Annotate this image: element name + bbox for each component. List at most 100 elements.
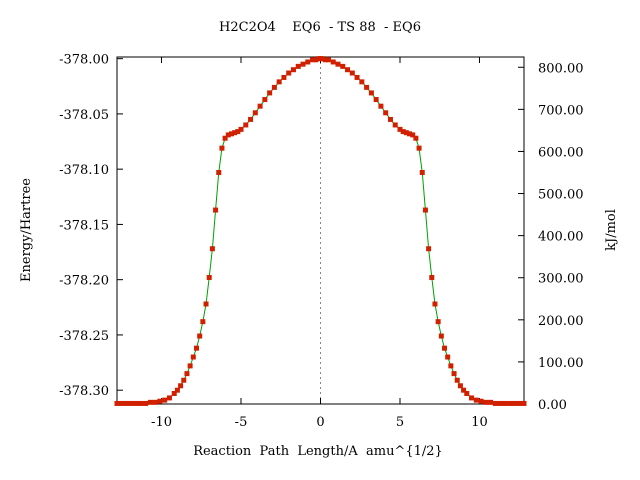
data-point <box>281 74 287 80</box>
data-point <box>271 84 277 90</box>
x-tick-label: -5 <box>235 415 248 430</box>
data-point <box>419 169 425 175</box>
data-point <box>403 130 409 136</box>
data-point <box>133 400 139 406</box>
data-point <box>410 132 416 138</box>
data-point <box>483 399 489 405</box>
data-point <box>373 97 379 103</box>
plot-frame <box>116 56 525 405</box>
data-point <box>152 399 158 405</box>
x-tick-label: 0 <box>316 415 324 430</box>
data-point <box>345 67 351 73</box>
y2-tick-label: 500.00 <box>538 188 584 203</box>
data-point <box>397 126 403 132</box>
y2-tick-label: 0.00 <box>538 398 567 413</box>
data-point <box>383 110 389 116</box>
data-point <box>225 132 231 138</box>
data-point <box>114 400 120 406</box>
data-point <box>378 103 384 109</box>
data-point <box>147 399 153 405</box>
data-point <box>197 333 203 339</box>
data-point <box>262 97 268 103</box>
data-point <box>209 246 215 252</box>
data-point <box>300 61 306 67</box>
y-axis-label: Energy/Hartree <box>19 178 34 282</box>
data-point <box>267 90 273 96</box>
data-point <box>407 131 413 137</box>
data-point <box>457 383 463 389</box>
data-point <box>511 400 517 406</box>
y-tick-label: -378.10 <box>59 163 109 178</box>
y2-tick-label: 800.00 <box>538 61 584 76</box>
data-point <box>162 397 168 403</box>
data-point <box>507 400 513 406</box>
data-point <box>451 371 457 377</box>
data-point <box>335 61 341 67</box>
data-point <box>325 57 331 63</box>
data-point <box>203 301 209 307</box>
data-point <box>387 116 393 122</box>
y2-tick-label: 600.00 <box>538 145 584 160</box>
data-point <box>228 131 234 137</box>
x-axis-label: Reaction Path Length/A amu^{1/2} <box>193 444 443 459</box>
data-point <box>305 59 311 65</box>
y-tick-label: -378.15 <box>59 218 109 233</box>
energy-curve-line <box>117 58 524 404</box>
data-point <box>359 79 365 85</box>
data-point <box>422 207 428 213</box>
x-tick-label: -10 <box>151 415 172 430</box>
data-point <box>478 398 484 404</box>
x-axis-ticks: -10 -5 0 5 10 <box>151 57 488 430</box>
data-point <box>392 122 398 128</box>
data-point <box>400 129 406 135</box>
y-tick-label: -378.05 <box>59 108 109 123</box>
y2-axis-ticks: 0.00 100.00 200.00 300.00 400.00 500.00 600.00… <box>518 61 584 413</box>
y2-tick-label: 400.00 <box>538 230 584 245</box>
data-point <box>138 400 144 406</box>
data-point <box>252 110 258 116</box>
data-point <box>354 74 360 80</box>
data-point <box>178 383 184 389</box>
data-point <box>290 67 296 73</box>
data-point <box>219 145 225 151</box>
x-tick-label: 10 <box>471 415 488 430</box>
y2-axis-label: kJ/mol <box>604 209 619 251</box>
data-point <box>190 354 196 360</box>
data-point <box>193 345 199 351</box>
y2-tick-label: 200.00 <box>538 314 584 329</box>
data-point <box>368 90 374 96</box>
data-point <box>276 79 282 85</box>
data-point <box>181 377 187 383</box>
data-point <box>492 400 498 406</box>
y-tick-label: -378.20 <box>59 274 109 289</box>
data-point <box>184 371 190 377</box>
y-tick-label: -378.30 <box>59 384 109 399</box>
data-point <box>187 363 193 369</box>
data-point <box>340 63 346 69</box>
data-point <box>143 400 149 406</box>
data-point <box>364 84 370 90</box>
data-point <box>238 126 244 132</box>
data-point <box>349 70 355 76</box>
data-point <box>464 391 470 396</box>
data-point <box>319 56 325 62</box>
y-axis-ticks: -378.30 -378.25 -378.20 -378.15 -378.10 -378.… <box>59 53 123 399</box>
x-tick-label: 5 <box>396 415 404 430</box>
data-point <box>286 70 292 76</box>
data-point <box>216 169 222 175</box>
data-point <box>248 116 254 122</box>
data-point <box>497 400 503 406</box>
data-point <box>200 319 206 325</box>
data-point <box>295 63 301 69</box>
data-point <box>469 395 475 401</box>
data-point <box>488 399 494 405</box>
data-point <box>416 145 422 151</box>
data-point <box>516 400 522 406</box>
y-tick-label: -378.00 <box>59 53 109 68</box>
data-point <box>119 400 125 406</box>
data-point <box>128 400 134 406</box>
data-point <box>232 130 238 136</box>
data-point <box>222 135 228 141</box>
y2-tick-label: 100.00 <box>538 356 584 371</box>
